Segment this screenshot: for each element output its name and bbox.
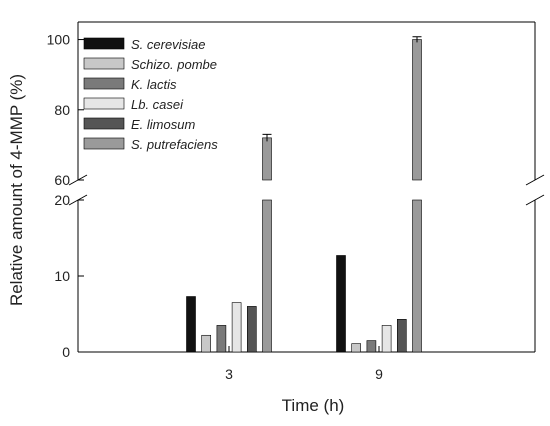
legend-label: S. cerevisiae: [131, 37, 205, 52]
legend-swatch: [83, 57, 125, 70]
bar: [351, 343, 362, 353]
legend-label: E. limosum: [131, 117, 195, 132]
plot-frame: [68, 21, 545, 353]
bar: [186, 296, 196, 353]
y-axis-title: Relative amount of 4-MMP (%): [7, 74, 26, 306]
bar: [216, 325, 227, 353]
bars-group: [186, 36, 422, 353]
bar: [247, 306, 257, 353]
y-tick-label: 60: [54, 172, 70, 188]
bar: [381, 325, 392, 353]
x-tick-label: 3: [225, 366, 233, 382]
y-tick-label: 0: [62, 344, 70, 360]
axis-break-mark-right: [525, 194, 545, 206]
legend-swatch: [83, 37, 125, 50]
y-tick-label: 10: [54, 268, 70, 284]
legend-swatch: [83, 97, 125, 110]
bar: [262, 137, 272, 181]
bar: [201, 334, 211, 353]
legend-swatch: [83, 77, 125, 90]
bar: [262, 199, 272, 353]
axis-break-mark-right: [525, 174, 545, 186]
x-tick-label: 9: [375, 366, 383, 382]
y-axis-ticks: 0 10 20 60 80 100: [47, 32, 84, 360]
legend-swatch: [83, 117, 125, 130]
y-tick-label: 80: [54, 102, 70, 118]
bar: [412, 39, 422, 181]
legend-label: Lb. casei: [131, 97, 184, 112]
bar: [231, 302, 242, 353]
legend-label: K. lactis: [131, 77, 177, 92]
legend: S. cerevisiae Schizo. pombe K. lactis Lb. c…: [83, 37, 218, 152]
legend-label: S. putrefaciens: [131, 137, 218, 152]
x-axis-title: Time (h): [282, 396, 345, 415]
legend-label: Schizo. pombe: [131, 57, 217, 72]
bar: [336, 255, 346, 353]
y-tick-label: 20: [54, 192, 70, 208]
y-tick-label: 100: [47, 32, 71, 48]
bar: [412, 199, 422, 353]
bar: [396, 319, 407, 353]
bar: [366, 340, 377, 353]
legend-swatch: [83, 137, 125, 150]
